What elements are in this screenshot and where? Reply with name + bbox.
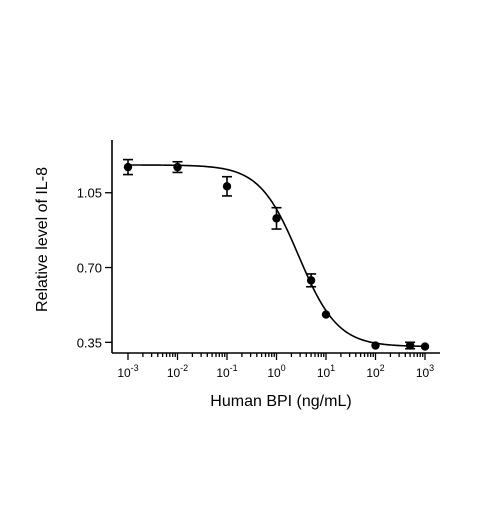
fit-curve-layer [128,164,426,348]
x-tick-label: 100 [267,363,285,380]
x-tick-label: 10-3 [117,363,138,380]
data-point [420,342,430,351]
x-axis-label: Human BPI (ng/mL) [210,393,351,410]
data-point [371,341,380,350]
x-tick-label: 10-1 [216,363,237,380]
data-points-layer [123,158,430,351]
x-tick-label: 101 [317,363,335,380]
y-tick-label: 0.70 [77,261,102,276]
data-point [222,182,232,191]
data-point [173,162,182,172]
data-point [405,341,415,350]
x-tick-label: 102 [366,363,384,380]
axes: 10-3 10-2 10-1 100 101 102 103 0.35 0.70 1.05 [77,140,440,380]
data-point [321,310,331,319]
fit-curve [128,164,426,348]
y-tick-label: 1.05 [77,186,102,201]
y-tick-label: 0.35 [77,335,102,350]
data-point [123,162,133,172]
x-tick-label: 103 [416,363,434,380]
x-tick-label: 10-2 [167,363,188,380]
data-point [272,214,281,223]
y-axis-label: Relative level of IL-8 [34,167,51,312]
data-point [306,276,316,285]
